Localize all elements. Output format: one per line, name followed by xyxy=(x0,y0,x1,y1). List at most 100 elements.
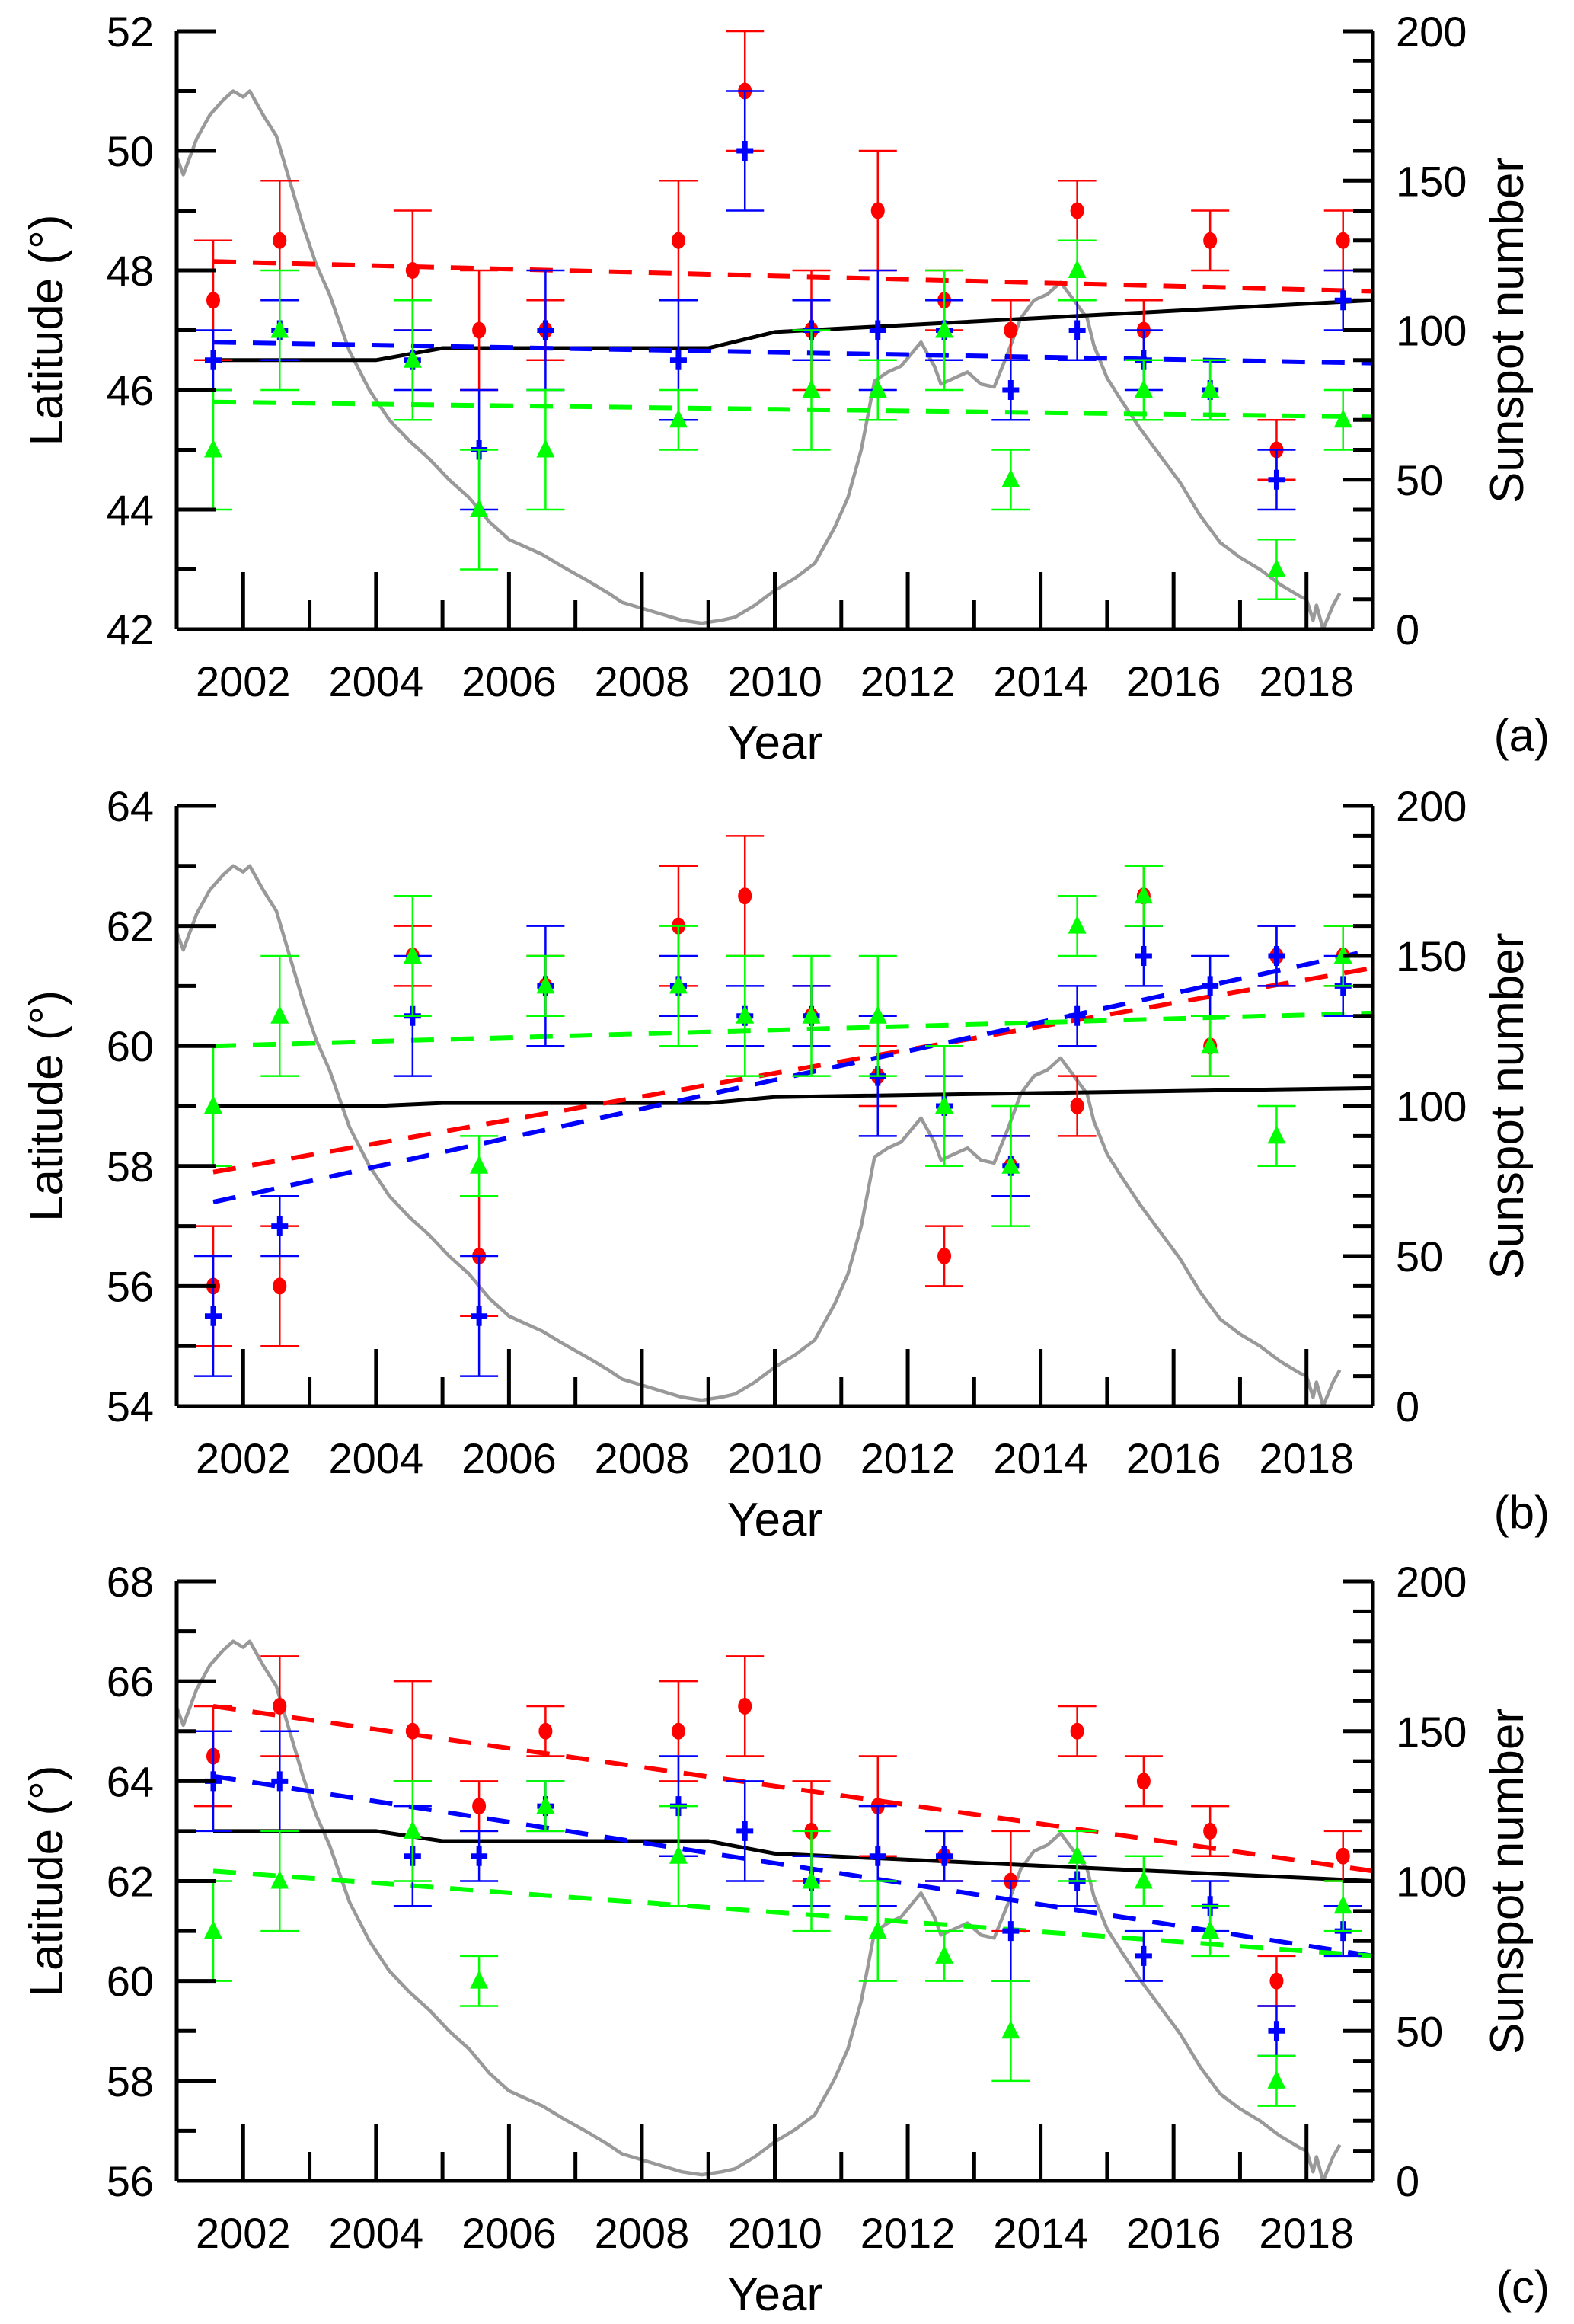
series-green xyxy=(194,239,1362,600)
y-right-tick-label: 150 xyxy=(1396,157,1467,205)
data-point-blue xyxy=(1268,2021,1285,2041)
data-point-green xyxy=(1134,885,1153,904)
data-point-green xyxy=(802,379,821,398)
data-point-green xyxy=(736,1005,755,1024)
data-point-green xyxy=(935,1095,954,1114)
data-point-green xyxy=(1134,1870,1153,1889)
data-point-green xyxy=(1068,260,1087,278)
trend-line-blue xyxy=(212,340,1374,366)
series-blue xyxy=(194,925,1362,1377)
data-point-green xyxy=(1333,409,1352,428)
y-right-tick-label: 100 xyxy=(1396,307,1467,355)
data-point-red xyxy=(1203,232,1218,249)
data-point-red xyxy=(870,202,885,219)
y-right-tick-label: 50 xyxy=(1396,456,1443,504)
y-tick-label: 60 xyxy=(107,1958,154,2006)
y-right-tick-label: 0 xyxy=(1396,2157,1419,2205)
y-right-tick-label: 0 xyxy=(1396,606,1419,654)
data-point-green xyxy=(802,1870,821,1889)
x-tick-label: 2018 xyxy=(1259,657,1354,705)
x-tick-label: 2016 xyxy=(1126,657,1221,705)
sunspot-line xyxy=(174,864,1342,1408)
data-point-red xyxy=(738,887,752,905)
data-point-green xyxy=(1134,379,1153,398)
data-point-green xyxy=(935,1945,954,1964)
y-right-tick-label: 100 xyxy=(1396,1082,1467,1130)
trend-line-blue xyxy=(212,1773,1374,1958)
y-tick-label: 48 xyxy=(107,247,154,295)
data-point-green xyxy=(1333,1895,1352,1914)
data-point-blue xyxy=(471,1846,488,1866)
x-tick-label: 2010 xyxy=(727,2209,822,2257)
data-point-red xyxy=(1136,1773,1151,1790)
data-point-blue xyxy=(869,1846,886,1866)
panel-label: (b) xyxy=(1494,1487,1550,1538)
x-tick-label: 2008 xyxy=(595,2209,690,2257)
data-point-blue xyxy=(736,141,754,161)
data-point-blue xyxy=(1135,1945,1152,1966)
data-point-red xyxy=(472,321,487,339)
data-point-green xyxy=(470,499,489,517)
x-tick-label: 2008 xyxy=(595,1434,690,1482)
trend-line-red xyxy=(212,259,1374,294)
x-tick-label: 2014 xyxy=(993,657,1088,705)
panel-label: (c) xyxy=(1496,2262,1550,2313)
data-point-green xyxy=(1201,379,1220,398)
data-point-red xyxy=(1203,1822,1218,1840)
trend-line-red xyxy=(212,1703,1374,1874)
y-tick-label: 50 xyxy=(107,127,154,175)
data-point-green xyxy=(204,1920,223,1939)
x-tick-label: 2002 xyxy=(196,2209,291,2257)
data-point-green xyxy=(403,945,422,964)
data-point-blue xyxy=(1268,469,1285,490)
data-point-green xyxy=(1267,2070,1286,2089)
y-tick-label: 42 xyxy=(107,606,154,654)
data-point-blue xyxy=(1002,380,1020,400)
data-point-red xyxy=(1336,232,1350,249)
y-right-tick-label: 0 xyxy=(1396,1383,1419,1431)
y-right-tick-label: 150 xyxy=(1396,932,1467,980)
y-tick-label: 62 xyxy=(107,903,154,951)
data-point-red xyxy=(1336,1847,1350,1865)
x-tick-label: 2014 xyxy=(993,1434,1088,1482)
data-point-blue xyxy=(471,1306,488,1326)
data-point-blue xyxy=(1135,946,1152,966)
series-green xyxy=(194,865,1362,1227)
y-axis-right-title: Sunspot number xyxy=(1481,1708,1534,2054)
data-point-blue xyxy=(271,1771,289,1792)
data-point-green xyxy=(470,1970,489,1989)
trend-line-green xyxy=(212,399,1374,420)
data-point-red xyxy=(206,292,221,309)
y-right-tick-label: 50 xyxy=(1396,2007,1443,2055)
y-axis-right-title: Sunspot number xyxy=(1481,933,1534,1280)
panel-a: 42 44 46 48 50 52 0 50 100 150 200 2002 2004 2006 2008… xyxy=(21,8,1550,769)
y-right-tick-label: 150 xyxy=(1396,1708,1467,1756)
data-point-green xyxy=(1068,915,1087,934)
x-tick-label: 2004 xyxy=(329,1434,424,1482)
y-tick-label: 56 xyxy=(107,1262,154,1310)
y-tick-label: 58 xyxy=(107,1143,154,1191)
sunspot-line xyxy=(174,89,1342,631)
x-tick-label: 2006 xyxy=(461,1434,557,1482)
y-tick-label: 54 xyxy=(107,1383,154,1431)
data-point-blue xyxy=(1002,1921,1020,1942)
x-axis-title: Year xyxy=(727,1494,822,1546)
data-point-green xyxy=(1068,1845,1087,1864)
x-tick-label: 2006 xyxy=(461,657,557,705)
data-point-blue xyxy=(936,1846,953,1866)
x-tick-label: 2006 xyxy=(461,2209,557,2257)
data-point-green xyxy=(802,1005,821,1024)
data-point-blue xyxy=(271,1216,289,1236)
data-point-red xyxy=(738,1697,752,1715)
data-point-green xyxy=(204,439,223,458)
data-point-red xyxy=(538,1722,553,1740)
trend-line-green xyxy=(212,1010,1374,1049)
y-tick-label: 64 xyxy=(107,1757,154,1805)
y-tick-label: 66 xyxy=(107,1657,154,1705)
data-point-blue xyxy=(1068,1005,1086,1026)
data-point-green xyxy=(868,1920,887,1939)
series-blue xyxy=(194,90,1362,511)
data-point-green xyxy=(669,409,688,428)
data-point-blue xyxy=(1268,946,1285,966)
